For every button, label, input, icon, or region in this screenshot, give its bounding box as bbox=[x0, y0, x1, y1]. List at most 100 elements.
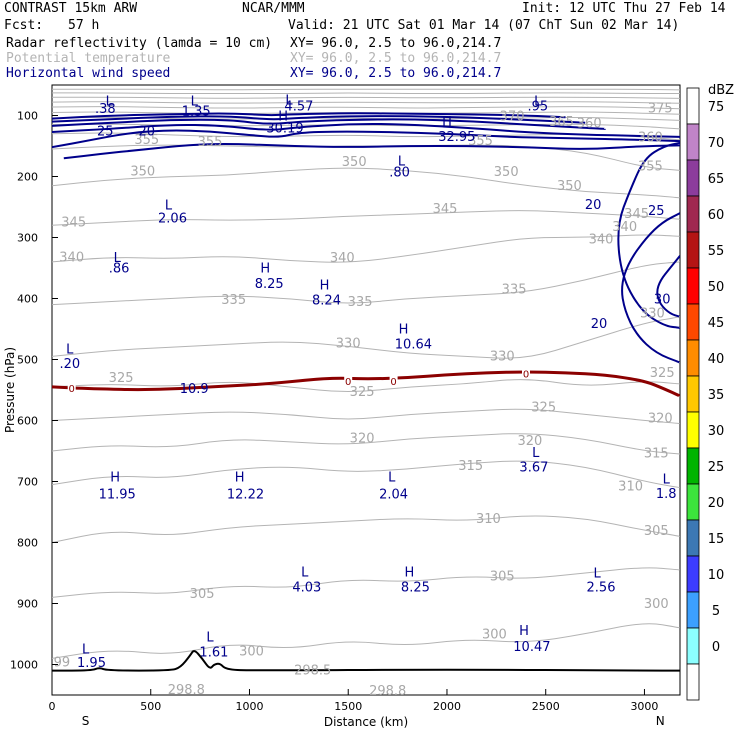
wind-contour-label: 3.67 bbox=[519, 461, 548, 476]
theta-contour-label: 298.8 bbox=[168, 683, 205, 698]
colorbar-level-label: 60 bbox=[708, 208, 725, 223]
theta-contour-line bbox=[52, 88, 680, 91]
theta-contour-line bbox=[52, 101, 680, 104]
y-axis-label: Pressure (hPa) bbox=[3, 347, 17, 433]
wind-contour-label: 10.47 bbox=[513, 640, 550, 655]
wind-contour-label: .38 bbox=[95, 102, 116, 117]
colorbar-level-label: 40 bbox=[708, 352, 725, 367]
colorbar-level-label: 75 bbox=[708, 100, 725, 115]
zero-label-bg bbox=[344, 374, 353, 386]
wind-contour-label: 1.8 bbox=[656, 487, 677, 502]
theta-contour-label: 298.8 bbox=[369, 684, 406, 699]
theta-contour-label: 335 bbox=[502, 283, 527, 298]
colorbar-level-label: 55 bbox=[708, 244, 725, 259]
fcst-label: Fcst: bbox=[4, 18, 43, 33]
wind-contour-label: 4.03 bbox=[292, 580, 321, 595]
theta-contour-label: 305 bbox=[644, 524, 669, 539]
colorbar-swatch bbox=[686, 555, 700, 593]
y-tick-label: 400 bbox=[17, 293, 38, 306]
x-axis-label: Distance (km) bbox=[324, 715, 408, 729]
theta-contour-line bbox=[52, 433, 680, 455]
colorbar-swatch bbox=[686, 339, 700, 377]
theta-contour-label: 355 bbox=[134, 133, 159, 148]
fcst-value: 57 h bbox=[68, 18, 99, 33]
wind-contour-line bbox=[52, 112, 566, 120]
wind-contour-label: 32.95 bbox=[438, 130, 475, 145]
colorbar-level-label: 70 bbox=[708, 136, 725, 151]
theta-contour-label: 345 bbox=[433, 202, 458, 217]
colorbar-swatch bbox=[686, 627, 700, 665]
theta-contour-line bbox=[52, 123, 680, 130]
theta-contour-label: 99 bbox=[54, 655, 71, 670]
wind-contour-label: 20 bbox=[591, 317, 608, 332]
wind-contour-label: L bbox=[82, 643, 90, 658]
theta-contour-label: 340 bbox=[589, 233, 614, 248]
colorbar-swatch bbox=[686, 303, 700, 341]
colorbar-swatch bbox=[686, 195, 700, 233]
wind-contour-label: 1.35 bbox=[182, 105, 211, 120]
x-tick-label: 1500 bbox=[334, 700, 362, 713]
theta-contour-label: 350 bbox=[342, 155, 367, 170]
wind-contour-label: 8.25 bbox=[255, 277, 284, 292]
theta-contour-label: 350 bbox=[494, 165, 519, 180]
colorbar-level-label: 65 bbox=[708, 172, 725, 187]
wind-contour-line bbox=[617, 141, 680, 329]
wind-contour-label: L bbox=[398, 155, 406, 170]
theta-contour-label: 360 bbox=[577, 117, 602, 132]
wind-contour-label: 25 bbox=[97, 125, 114, 140]
y-tick-label: 800 bbox=[17, 537, 38, 550]
wind-contour-label: H bbox=[442, 115, 452, 130]
wind-contour-label: L bbox=[534, 95, 542, 110]
wind-contour-label: H bbox=[278, 109, 288, 124]
colorbar-swatch bbox=[686, 375, 700, 413]
wind-contour-label: L bbox=[663, 472, 671, 487]
wind-contour-line bbox=[656, 255, 680, 318]
theta-contour-line bbox=[52, 167, 680, 199]
wind-contour-label: 2.06 bbox=[158, 211, 187, 226]
wind-contour-line bbox=[63, 143, 680, 160]
theta-contour-label: 325 bbox=[650, 366, 675, 381]
y-tick-label: 700 bbox=[17, 476, 38, 489]
theta-contour-label: 300 bbox=[644, 597, 669, 612]
x-tick-label: 1000 bbox=[235, 700, 263, 713]
wind-contour-label: 2.04 bbox=[379, 488, 408, 503]
theta-contour-label: 375 bbox=[648, 102, 673, 117]
theta-contour-line bbox=[52, 408, 680, 425]
zero-contour-label: 0 bbox=[523, 370, 529, 381]
y-tick-label: 100 bbox=[17, 110, 38, 123]
wind-contour-label: 25 bbox=[648, 204, 665, 219]
theta-contour-label: 350 bbox=[130, 164, 155, 179]
wind-contour-label: 12.22 bbox=[227, 488, 264, 503]
wind-contour-line bbox=[621, 212, 680, 364]
colorbar-swatch bbox=[686, 447, 700, 485]
north-end-label: N bbox=[656, 714, 665, 728]
colorbar-level-label: 30 bbox=[708, 424, 725, 439]
wind-contour-line bbox=[52, 118, 606, 130]
wind-contour-line bbox=[52, 122, 680, 138]
colorbar-swatch bbox=[686, 411, 700, 449]
colorbar-swatch bbox=[686, 159, 700, 197]
y-tick-label: 600 bbox=[17, 415, 38, 428]
theta-contour-label: 300 bbox=[482, 627, 507, 642]
colorbar-level-label: 35 bbox=[708, 388, 725, 403]
axes: 0 500 1000 1500 2000 2500 30001002003004005006… bbox=[3, 110, 665, 730]
y-tick-label: 300 bbox=[17, 232, 38, 245]
wind-contour-line bbox=[52, 129, 680, 149]
theta-contour-line bbox=[52, 316, 680, 359]
zero-label-bg bbox=[522, 367, 530, 379]
colorbar-level-label: 50 bbox=[708, 280, 725, 295]
y-tick-label: 900 bbox=[17, 598, 38, 611]
x-tick-label: 2000 bbox=[433, 700, 461, 713]
theta-contour-label: 355 bbox=[468, 134, 493, 149]
field-xy-1: XY= 96.0, 2.5 to 96.0,214.7 bbox=[290, 36, 501, 51]
x-tick-label: 500 bbox=[140, 700, 161, 713]
theta-contour-label: 350 bbox=[557, 179, 582, 194]
colorbar-level-label: 15 bbox=[708, 532, 725, 547]
wind-contour-label: 20 bbox=[585, 198, 602, 213]
wind-contour-label: 1.95 bbox=[77, 656, 106, 671]
wind-contour-label: H bbox=[110, 471, 120, 486]
theta-contour-line bbox=[52, 92, 680, 95]
zero-label-bg bbox=[389, 374, 398, 386]
theta-contour-label: 335 bbox=[348, 295, 373, 310]
